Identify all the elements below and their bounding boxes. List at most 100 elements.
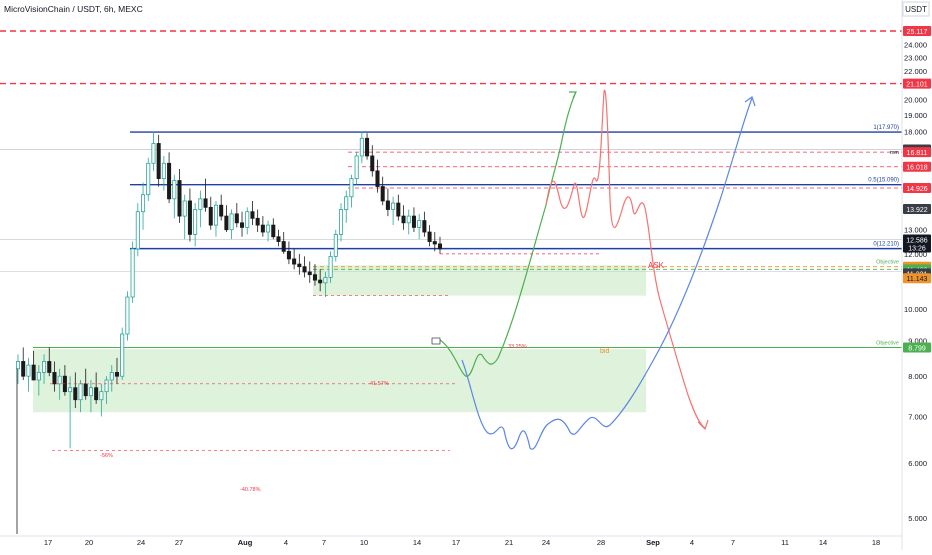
blue-projection-path[interactable] xyxy=(461,97,753,450)
candle-body[interactable] xyxy=(182,200,187,217)
candle-body[interactable] xyxy=(36,372,41,381)
candle-body[interactable] xyxy=(68,387,73,393)
candle-body[interactable] xyxy=(401,215,406,224)
candle-body[interactable] xyxy=(276,236,281,242)
candle-body[interactable] xyxy=(240,222,245,228)
candle-body[interactable] xyxy=(42,361,47,373)
candle-body[interactable] xyxy=(297,263,302,268)
candle-body[interactable] xyxy=(172,180,177,200)
candle-body[interactable] xyxy=(104,379,109,393)
candle-body[interactable] xyxy=(94,387,99,401)
time-axis[interactable]: 17 20 24 27 Aug 4 7 10 14 17 21 24 28 Sep 4 7 11 14 18 xyxy=(0,535,902,547)
candle-body[interactable] xyxy=(370,155,375,172)
candle-body[interactable] xyxy=(250,211,255,219)
candle-body[interactable] xyxy=(286,250,291,260)
candle-body[interactable] xyxy=(109,372,114,381)
candle-body[interactable] xyxy=(219,204,224,217)
red-projection-path[interactable] xyxy=(545,89,706,429)
price-tag[interactable]: 16.811 xyxy=(907,150,928,157)
candle-body[interactable] xyxy=(411,215,416,228)
price-tag[interactable]: 11.143 xyxy=(907,276,928,283)
price-tag[interactable]: 16.018 xyxy=(906,165,928,172)
currency-badge[interactable]: USDT xyxy=(905,5,927,14)
candle-body[interactable] xyxy=(151,143,156,164)
candle-body[interactable] xyxy=(391,202,396,210)
candle-body[interactable] xyxy=(354,155,359,179)
candle-body[interactable] xyxy=(385,200,390,210)
candle-body[interactable] xyxy=(312,274,317,281)
candle-body[interactable] xyxy=(229,213,234,231)
candle-body[interactable] xyxy=(422,220,427,233)
candle-body[interactable] xyxy=(307,271,312,276)
candle-body[interactable] xyxy=(224,215,229,231)
candle-body[interactable] xyxy=(88,387,93,397)
price-tag[interactable]: 12.586 xyxy=(906,237,928,244)
candle-body[interactable] xyxy=(114,372,120,377)
candle-body[interactable] xyxy=(338,209,344,235)
candle-body[interactable] xyxy=(359,137,364,157)
candle-body[interactable] xyxy=(141,194,146,213)
candle-body[interactable] xyxy=(161,162,166,179)
candle-body[interactable] xyxy=(396,202,401,217)
candle-body[interactable] xyxy=(73,387,78,401)
candle-body[interactable] xyxy=(78,383,83,401)
candle-body[interactable] xyxy=(57,375,62,385)
candle-body[interactable] xyxy=(31,364,36,381)
candle-body[interactable] xyxy=(281,241,286,252)
candle-body[interactable] xyxy=(323,276,328,284)
candle-body[interactable] xyxy=(344,196,349,210)
candle-body[interactable] xyxy=(437,243,443,250)
x-tick-label: 7 xyxy=(322,538,326,547)
price-tag[interactable]: 13:26 xyxy=(908,245,926,252)
candle-body[interactable] xyxy=(318,279,323,284)
candle-body[interactable] xyxy=(266,224,271,233)
candle-body[interactable] xyxy=(271,224,276,238)
price-axis[interactable]: 5.0006.0007.0008.0009.00010.00011.00012.… xyxy=(901,0,931,550)
candle-body[interactable] xyxy=(234,213,239,224)
price-tag[interactable]: 21.101 xyxy=(906,82,928,89)
candle-body[interactable] xyxy=(375,170,380,187)
candle-body[interactable] xyxy=(380,186,385,202)
candle-body[interactable] xyxy=(167,162,172,200)
candle-body[interactable] xyxy=(365,137,370,157)
candle-body[interactable] xyxy=(83,383,88,397)
candle-body[interactable] xyxy=(203,198,208,208)
candle-body[interactable] xyxy=(99,391,104,401)
candle-body[interactable] xyxy=(146,162,151,196)
candle-body[interactable] xyxy=(260,224,265,233)
price-tag[interactable]: 13.922 xyxy=(906,207,928,214)
candle-body[interactable] xyxy=(328,255,333,278)
candle-body[interactable] xyxy=(198,198,203,210)
candle-body[interactable] xyxy=(52,372,57,385)
price-tag[interactable]: 25.117 xyxy=(907,29,928,36)
candle-body[interactable] xyxy=(349,178,354,198)
candle-body[interactable] xyxy=(292,258,297,265)
candle-body[interactable] xyxy=(135,211,140,250)
candle-body[interactable] xyxy=(193,209,198,235)
candle-body[interactable] xyxy=(187,200,192,235)
candle-body[interactable] xyxy=(125,296,130,335)
candle-body[interactable] xyxy=(15,361,21,370)
candle-body[interactable] xyxy=(177,180,182,217)
candle-body[interactable] xyxy=(333,233,338,257)
candle-body[interactable] xyxy=(213,204,218,226)
candle-body[interactable] xyxy=(432,241,437,245)
green-projection-path[interactable] xyxy=(439,91,577,377)
candle-body[interactable] xyxy=(406,215,411,224)
candle-body[interactable] xyxy=(245,211,250,228)
candle-body[interactable] xyxy=(26,364,31,377)
candle-body[interactable] xyxy=(208,206,213,226)
candle-body[interactable] xyxy=(255,217,260,226)
candle-body[interactable] xyxy=(47,361,52,373)
candle-body[interactable] xyxy=(130,248,135,298)
candle-body[interactable] xyxy=(417,220,422,228)
price-tag[interactable]: 14.926 xyxy=(906,186,928,193)
candle-body[interactable] xyxy=(302,266,307,273)
candle-body[interactable] xyxy=(156,143,161,179)
candle-body[interactable] xyxy=(427,231,432,242)
candle-body[interactable] xyxy=(21,361,26,377)
price-tag[interactable]: 8.799 xyxy=(908,345,926,352)
candle-body[interactable] xyxy=(120,333,125,377)
